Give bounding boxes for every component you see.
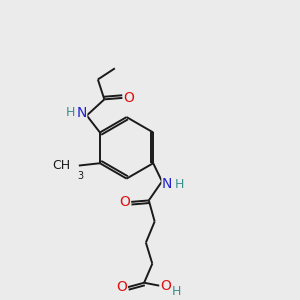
Text: O: O bbox=[124, 91, 134, 105]
Text: H: H bbox=[174, 178, 184, 191]
Text: H: H bbox=[172, 285, 182, 298]
Text: N: N bbox=[76, 106, 87, 120]
Text: H: H bbox=[66, 106, 75, 119]
Text: N: N bbox=[162, 177, 172, 191]
Text: O: O bbox=[160, 279, 171, 293]
Text: O: O bbox=[119, 195, 130, 209]
Text: 3: 3 bbox=[77, 170, 83, 181]
Text: CH: CH bbox=[52, 159, 70, 172]
Text: O: O bbox=[116, 280, 127, 294]
